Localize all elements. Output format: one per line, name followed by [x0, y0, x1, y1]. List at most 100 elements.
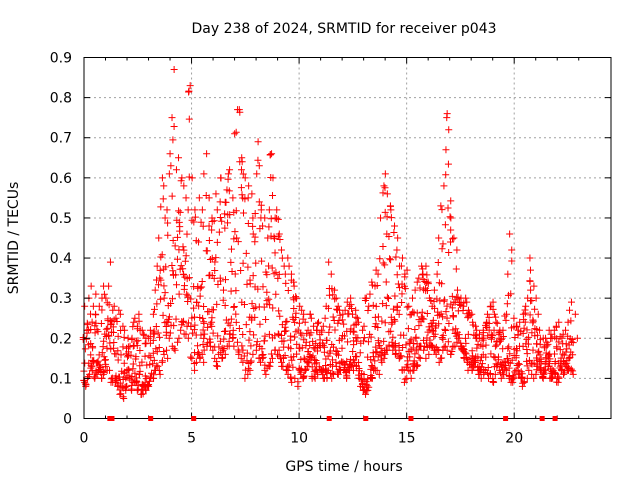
data-point [281, 352, 289, 360]
data-point [422, 354, 430, 362]
data-point [521, 306, 529, 314]
data-point [383, 213, 391, 221]
data-point [157, 295, 165, 303]
data-point [222, 327, 230, 335]
data-point-group [467, 310, 476, 374]
data-point [387, 206, 395, 214]
data-point [134, 385, 142, 393]
data-point [106, 258, 114, 266]
data-point [180, 182, 188, 190]
data-point [355, 359, 363, 367]
data-point [537, 359, 545, 367]
data-point [544, 351, 552, 359]
data-point [188, 174, 196, 182]
data-point [374, 324, 382, 332]
data-point [334, 302, 342, 310]
data-point [480, 334, 488, 342]
data-point [404, 361, 412, 369]
data-point [245, 182, 253, 190]
data-point [243, 349, 251, 357]
data-point [360, 322, 368, 330]
data-point [523, 357, 531, 365]
data-point [163, 318, 171, 326]
data-point [296, 302, 304, 310]
data-point [468, 310, 476, 318]
data-point [159, 195, 167, 203]
baseline-marker [109, 416, 115, 421]
data-point [551, 368, 559, 376]
data-point [231, 130, 239, 138]
data-point-group [489, 298, 498, 386]
data-point [254, 285, 262, 293]
data-point [403, 303, 411, 311]
data-point [261, 214, 269, 222]
data-point [512, 354, 520, 362]
data-point [269, 304, 277, 312]
data-point [452, 325, 460, 333]
data-point [277, 246, 285, 254]
data-point [513, 347, 521, 355]
data-point [379, 259, 387, 267]
data-point [146, 361, 154, 369]
data-point [404, 325, 412, 333]
data-point [219, 346, 227, 354]
data-point [232, 207, 240, 215]
data-point [443, 346, 451, 354]
data-point-group [247, 190, 257, 366]
data-point-group [445, 126, 455, 358]
data-point [383, 190, 391, 198]
data-point [161, 214, 169, 222]
data-point [503, 300, 511, 308]
data-point [346, 355, 354, 363]
data-point [434, 258, 442, 266]
data-point [120, 359, 128, 367]
data-point [499, 326, 507, 334]
data-point [157, 276, 165, 284]
data-point [510, 373, 518, 381]
data-point [186, 82, 194, 90]
data-point [445, 126, 453, 134]
data-point [239, 330, 247, 338]
data-point [124, 365, 132, 373]
data-point [112, 350, 120, 358]
data-point [194, 342, 202, 350]
data-point [397, 262, 405, 270]
data-point [349, 327, 357, 335]
data-point [181, 257, 189, 265]
data-point [154, 362, 162, 370]
data-point [312, 339, 320, 347]
y-tick-label: 0.8 [50, 91, 72, 107]
data-point-group [251, 170, 261, 354]
data-point [237, 166, 245, 174]
data-point-group [368, 278, 377, 382]
data-point [385, 232, 393, 240]
data-point [270, 270, 278, 278]
data-point [227, 258, 235, 266]
data-point [391, 292, 399, 300]
data-point [506, 230, 514, 238]
data-point [335, 317, 343, 325]
data-point [213, 238, 221, 246]
data-point [196, 314, 204, 322]
data-point [360, 334, 368, 342]
data-point [188, 216, 196, 224]
data-point [369, 301, 377, 309]
data-point [489, 332, 497, 340]
data-point [110, 316, 118, 324]
data-point [275, 352, 283, 360]
data-point [491, 342, 499, 350]
data-point-group [169, 66, 179, 354]
data-point [390, 316, 398, 324]
data-point [101, 356, 109, 364]
data-point [361, 386, 369, 394]
data-point [326, 370, 334, 378]
data-point [208, 314, 216, 322]
data-point [325, 328, 333, 336]
data-point [199, 314, 207, 322]
data-point [368, 373, 376, 381]
data-point [250, 304, 258, 312]
data-point [353, 314, 361, 322]
y-tick-label: 0 [63, 412, 72, 428]
data-point [555, 338, 563, 346]
data-point [486, 370, 494, 378]
